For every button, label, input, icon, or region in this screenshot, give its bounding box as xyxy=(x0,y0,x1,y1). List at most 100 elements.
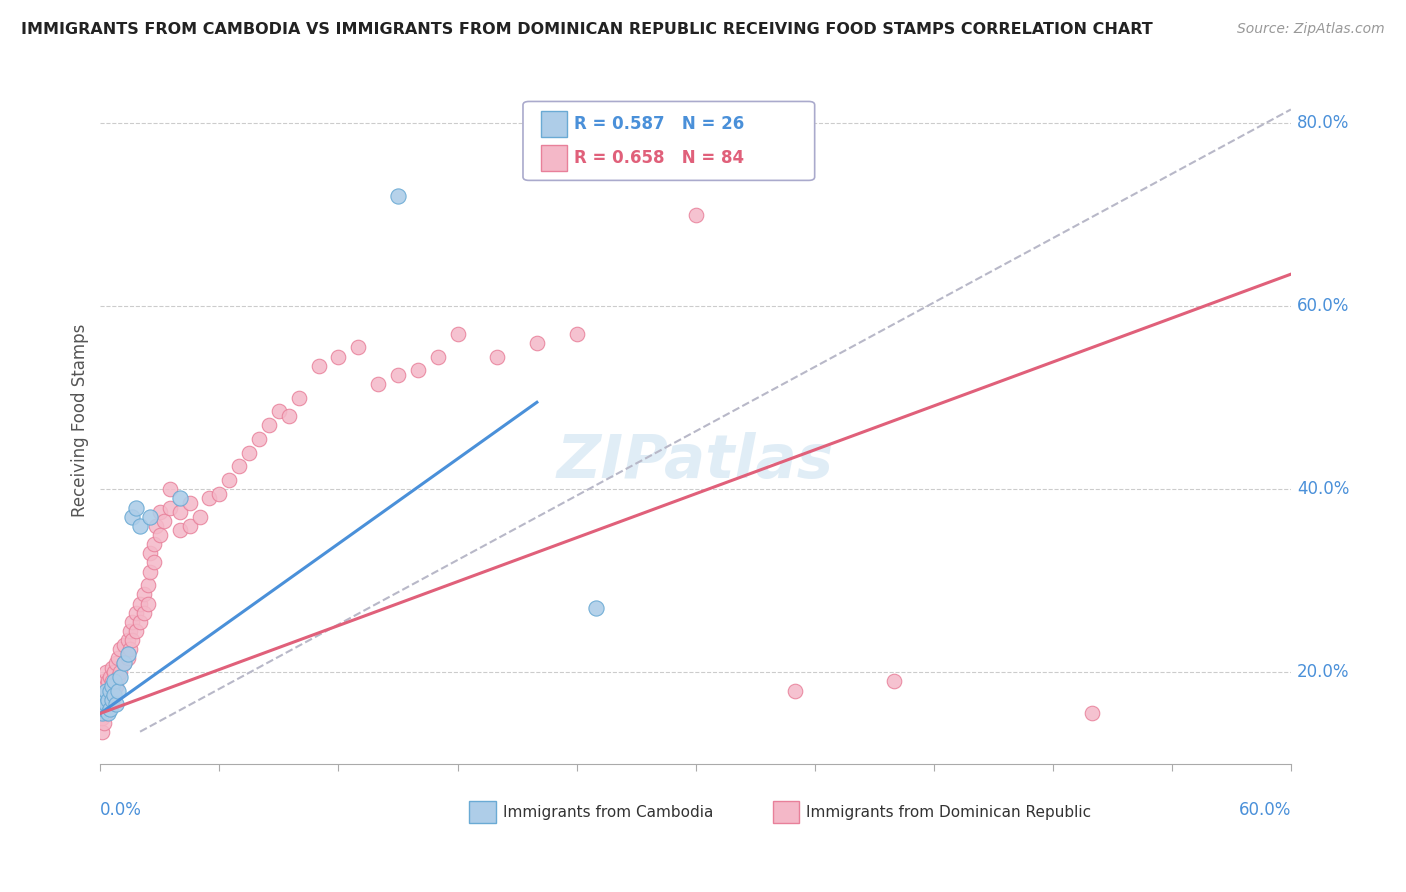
Point xyxy=(883,674,905,689)
Point xyxy=(96,706,118,721)
Text: Immigrants from Cambodia: Immigrants from Cambodia xyxy=(503,805,713,820)
Point xyxy=(120,642,142,657)
Point xyxy=(121,509,143,524)
Point xyxy=(159,500,181,515)
Point xyxy=(98,702,121,716)
Point xyxy=(169,491,191,506)
Point xyxy=(91,698,114,712)
Point xyxy=(169,505,191,519)
Point xyxy=(97,674,120,689)
Point xyxy=(129,615,152,629)
Point xyxy=(149,528,172,542)
Point xyxy=(101,660,124,674)
Point xyxy=(179,518,201,533)
Point xyxy=(277,409,299,423)
Point xyxy=(105,698,128,712)
Point xyxy=(93,702,115,716)
Text: 40.0%: 40.0% xyxy=(1296,480,1350,499)
Point xyxy=(117,647,139,661)
Point xyxy=(179,496,201,510)
Point xyxy=(97,688,120,702)
FancyBboxPatch shape xyxy=(773,802,799,823)
Point xyxy=(287,391,309,405)
Text: Source: ZipAtlas.com: Source: ZipAtlas.com xyxy=(1237,22,1385,37)
Point xyxy=(129,518,152,533)
Point xyxy=(91,724,114,739)
Point xyxy=(96,698,118,712)
Point xyxy=(132,606,155,620)
Point xyxy=(96,692,118,706)
Point xyxy=(98,698,121,712)
Point xyxy=(103,688,125,702)
FancyBboxPatch shape xyxy=(470,802,495,823)
Point xyxy=(257,418,280,433)
Point xyxy=(426,350,449,364)
Point xyxy=(103,665,125,680)
Point xyxy=(97,692,120,706)
Point xyxy=(136,578,159,592)
Point xyxy=(153,514,176,528)
Point xyxy=(107,670,129,684)
Point xyxy=(107,651,129,665)
Point xyxy=(228,459,250,474)
Point xyxy=(91,711,114,725)
Point xyxy=(101,688,124,702)
Point xyxy=(108,670,131,684)
Point xyxy=(125,606,148,620)
Text: ZIPatlas: ZIPatlas xyxy=(557,433,834,491)
Point xyxy=(125,624,148,638)
Point xyxy=(112,656,135,670)
FancyBboxPatch shape xyxy=(541,112,567,137)
Text: 80.0%: 80.0% xyxy=(1296,114,1350,132)
Point xyxy=(159,482,181,496)
Point xyxy=(142,556,165,570)
Point xyxy=(121,615,143,629)
Point xyxy=(101,692,124,706)
Point xyxy=(139,546,162,560)
Point xyxy=(387,189,409,203)
Point xyxy=(486,350,509,364)
Point xyxy=(103,674,125,689)
Point xyxy=(169,524,191,538)
Point xyxy=(685,208,707,222)
Point xyxy=(132,587,155,601)
Point xyxy=(139,509,162,524)
Point xyxy=(136,597,159,611)
Point xyxy=(98,683,121,698)
Point xyxy=(267,404,290,418)
Text: 0.0%: 0.0% xyxy=(100,802,142,820)
Point xyxy=(142,537,165,551)
Point xyxy=(112,638,135,652)
Text: R = 0.658   N = 84: R = 0.658 N = 84 xyxy=(574,149,744,168)
Point xyxy=(139,565,162,579)
Point xyxy=(208,487,231,501)
Point xyxy=(96,679,118,693)
Point xyxy=(91,706,114,721)
Point xyxy=(238,445,260,459)
Point xyxy=(218,473,240,487)
Point xyxy=(112,656,135,670)
Text: IMMIGRANTS FROM CAMBODIA VS IMMIGRANTS FROM DOMINICAN REPUBLIC RECEIVING FOOD ST: IMMIGRANTS FROM CAMBODIA VS IMMIGRANTS F… xyxy=(21,22,1153,37)
Point xyxy=(93,674,115,689)
Point xyxy=(97,706,120,721)
Point xyxy=(105,656,128,670)
Point xyxy=(93,688,115,702)
Point xyxy=(308,359,330,373)
Point xyxy=(585,601,607,615)
Point xyxy=(149,505,172,519)
Point xyxy=(783,683,806,698)
Point xyxy=(93,702,115,716)
Point xyxy=(188,509,211,524)
Point xyxy=(121,633,143,648)
Point xyxy=(387,368,409,382)
Point xyxy=(328,350,350,364)
Point xyxy=(125,500,148,515)
Point xyxy=(145,518,167,533)
Point xyxy=(117,633,139,648)
Point xyxy=(129,597,152,611)
Point xyxy=(93,715,115,730)
Point xyxy=(103,683,125,698)
Point xyxy=(247,432,270,446)
Point xyxy=(367,376,389,391)
Text: 60.0%: 60.0% xyxy=(1239,802,1291,820)
